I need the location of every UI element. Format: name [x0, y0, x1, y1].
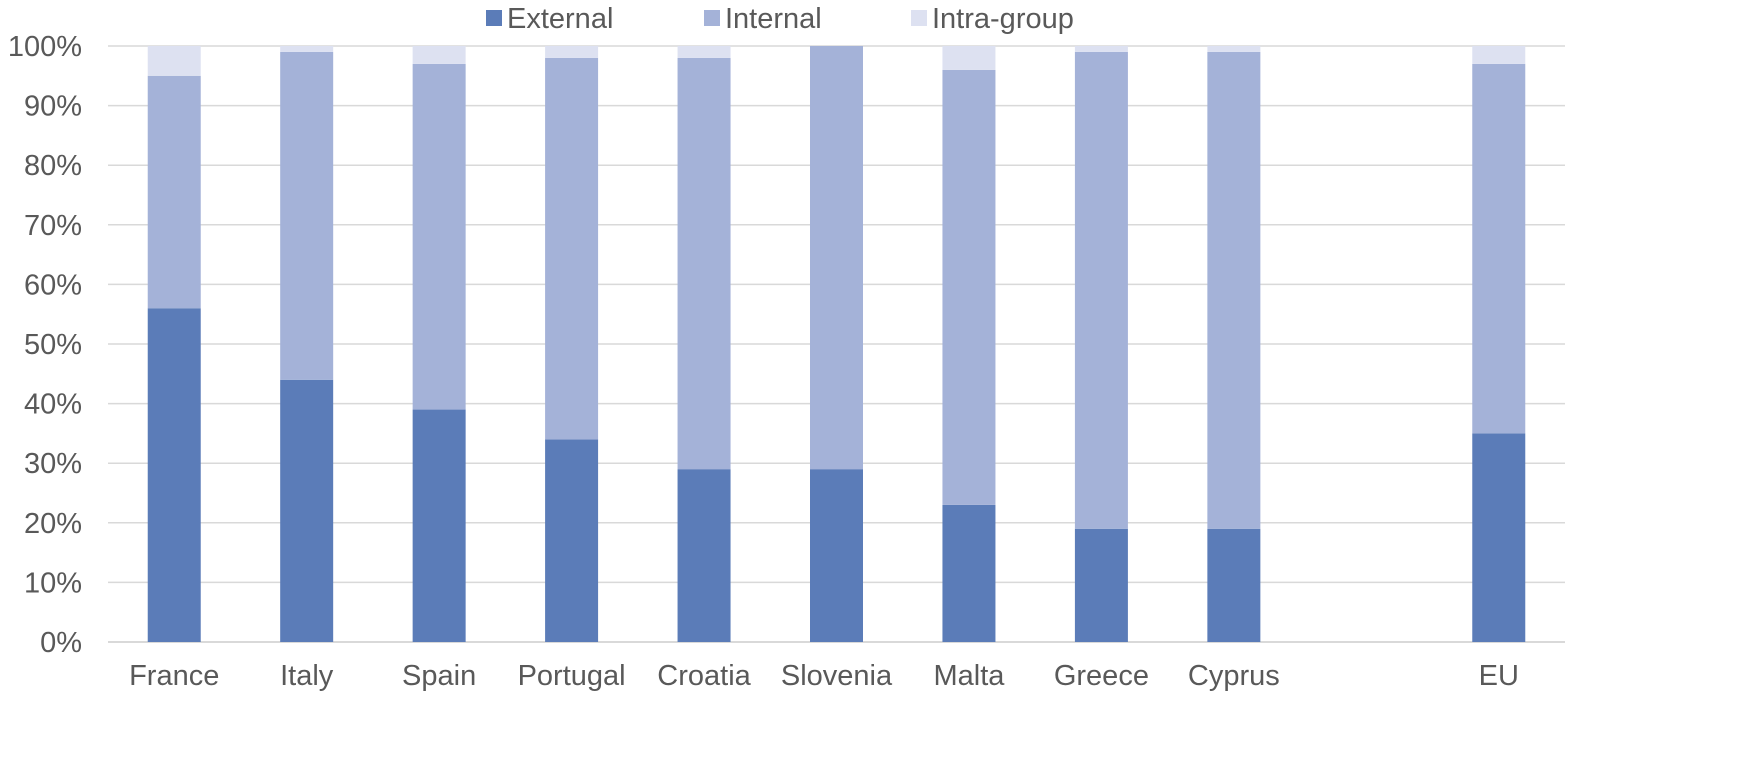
- y-tick-label: 70%: [24, 210, 82, 242]
- legend-swatch: [911, 10, 927, 26]
- bar-segment-intra-group: [942, 46, 996, 70]
- legend-label: Internal: [725, 3, 822, 35]
- bar-segment-intra-group: [1074, 46, 1128, 52]
- bar-segment-internal: [1472, 63, 1526, 434]
- bar-segment-external: [810, 469, 863, 642]
- x-tick-label: Slovenia: [781, 660, 893, 692]
- bar-segment-intra-group: [545, 46, 599, 58]
- legend-label: External: [507, 3, 613, 35]
- x-tick-label: Italy: [280, 660, 334, 692]
- y-tick-label: 0%: [40, 627, 82, 659]
- y-tick-label: 30%: [24, 448, 82, 480]
- x-tick-label: Croatia: [657, 660, 751, 692]
- bar-segment-external: [677, 469, 731, 642]
- x-tick-label: Malta: [933, 660, 1005, 692]
- bar-segment-internal: [412, 63, 466, 410]
- legend-item: Intra-group: [911, 3, 1074, 35]
- y-tick-label: 40%: [24, 389, 82, 421]
- x-axis: France Italy Spain Portugal Croatia Slovenia M…: [129, 660, 1519, 692]
- bar-segment-external: [1207, 528, 1261, 642]
- bars-layer: [147, 46, 1526, 642]
- bar-segment-internal: [147, 75, 201, 309]
- bar-segment-internal: [677, 57, 731, 470]
- bar-segment-internal: [810, 46, 863, 470]
- legend-label: Intra-group: [932, 3, 1074, 35]
- legend-swatch: [486, 10, 502, 26]
- bar-segment-external: [147, 308, 201, 642]
- bar-segment-internal: [942, 69, 996, 505]
- bar-segment-internal: [1207, 51, 1261, 529]
- bar-segment-external: [412, 409, 466, 642]
- y-tick-label: 50%: [24, 329, 82, 361]
- y-tick-label: 90%: [24, 91, 82, 123]
- bar-segment-intra-group: [1472, 46, 1526, 64]
- x-tick-label: France: [129, 660, 219, 692]
- bar-segment-intra-group: [147, 46, 201, 76]
- bar-segment-intra-group: [280, 46, 334, 52]
- bar-segment-external: [1074, 528, 1128, 642]
- legend-item: External: [486, 3, 613, 35]
- y-tick-label: 80%: [24, 150, 82, 182]
- bar-segment-external: [942, 504, 996, 642]
- y-tick-label: 20%: [24, 508, 82, 540]
- y-tick-label: 100%: [8, 31, 82, 63]
- bar-segment-internal: [1074, 51, 1128, 529]
- y-tick-label: 60%: [24, 269, 82, 301]
- legend-swatch: [704, 10, 720, 26]
- bar-segment-intra-group: [1207, 46, 1261, 52]
- bar-segment-internal: [280, 51, 334, 380]
- bar-segment-external: [1472, 433, 1526, 642]
- bar-segment-internal: [545, 57, 599, 440]
- bar-segment-intra-group: [412, 46, 466, 64]
- bar-segment-external: [280, 379, 334, 642]
- y-axis: 0% 10% 20% 30% 40% 50% 60% 70% 80% 90% 100%: [8, 31, 82, 659]
- x-tick-label: Cyprus: [1188, 660, 1280, 692]
- x-tick-label: Greece: [1054, 660, 1149, 692]
- bar-segment-intra-group: [677, 46, 731, 58]
- bar-segment-external: [545, 439, 599, 642]
- x-tick-label: Spain: [402, 660, 476, 692]
- legend-item: Internal: [704, 3, 822, 35]
- y-tick-label: 10%: [24, 567, 82, 599]
- x-tick-label: Portugal: [518, 660, 626, 692]
- x-tick-label: EU: [1479, 660, 1519, 692]
- legend: External Internal Intra-group: [486, 3, 1074, 35]
